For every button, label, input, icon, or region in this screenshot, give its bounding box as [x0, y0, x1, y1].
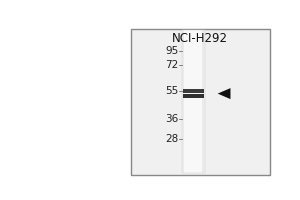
Bar [183, 94, 204, 98]
Bar [183, 89, 204, 93]
Text: 95: 95 [165, 46, 178, 56]
Bar [202, 30, 205, 173]
Bar [182, 30, 184, 173]
Bar [182, 30, 205, 173]
Text: 72: 72 [165, 60, 178, 70]
Polygon shape [218, 88, 230, 99]
Bar [130, 29, 270, 175]
Text: 28: 28 [165, 134, 178, 144]
Text: 36: 36 [165, 114, 178, 124]
Text: NCI-H292: NCI-H292 [172, 32, 228, 45]
Text: 55: 55 [165, 86, 178, 96]
